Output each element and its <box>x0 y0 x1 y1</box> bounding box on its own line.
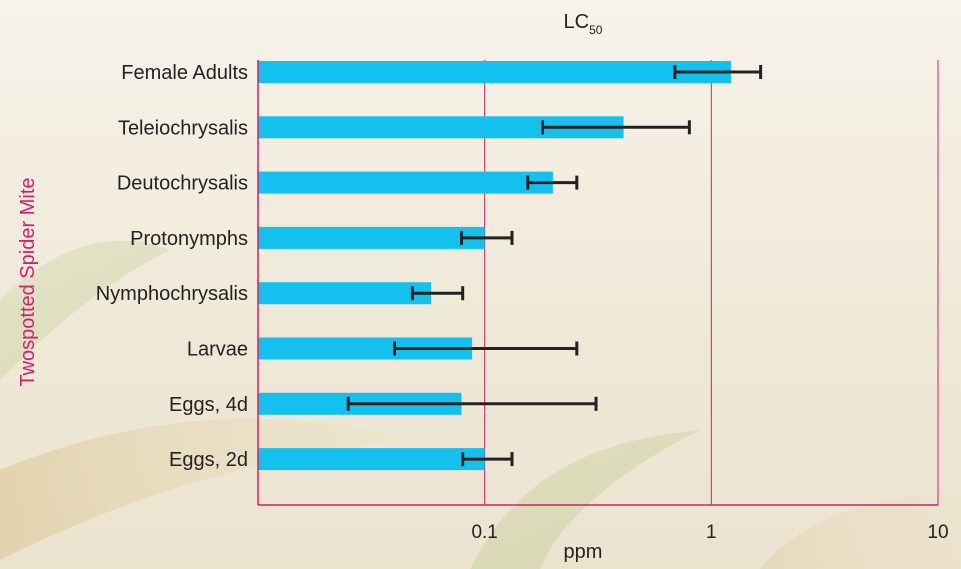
error-bar <box>392 341 579 356</box>
category-label: Female Adults <box>121 62 248 84</box>
error-bar <box>673 65 763 79</box>
error-bar <box>526 175 579 190</box>
x-tick-label: 1 <box>706 522 717 543</box>
x-tick-label: 0.1 <box>471 522 497 543</box>
bar <box>258 282 432 305</box>
bar <box>258 171 553 194</box>
x-tick-label: 10 <box>927 522 948 543</box>
category-labels: Female Adults Teleiochrysalis Deutochrysal… <box>96 62 248 471</box>
bar <box>258 226 485 249</box>
category-label: Larvae <box>187 339 248 361</box>
category-label: Teleiochrysalis <box>118 117 248 139</box>
x-axis-title: ppm <box>564 541 603 563</box>
error-bar <box>346 396 598 411</box>
error-bar <box>410 286 465 301</box>
category-label: Eggs, 2d <box>169 449 248 471</box>
chart-title-subscript: 50 <box>589 23 603 37</box>
error-bar <box>541 120 691 135</box>
bar <box>258 116 624 139</box>
chart-title: LC50 <box>564 11 603 37</box>
x-tick-labels: 0.1 1 10 <box>471 522 948 543</box>
category-label: Protonymphs <box>130 228 248 250</box>
category-label: Eggs, 4d <box>169 394 248 416</box>
bar <box>258 337 473 360</box>
background-leaves <box>0 240 961 569</box>
bar <box>258 448 485 471</box>
bars <box>258 61 731 471</box>
category-label: Deutochrysalis <box>117 173 248 195</box>
bar <box>258 61 731 83</box>
y-axis-title: Twospotted Spider Mite <box>17 178 39 387</box>
category-label: Nymphochrysalis <box>96 283 248 305</box>
error-bar <box>459 230 514 245</box>
error-bars <box>346 65 763 467</box>
error-bar <box>461 452 514 467</box>
